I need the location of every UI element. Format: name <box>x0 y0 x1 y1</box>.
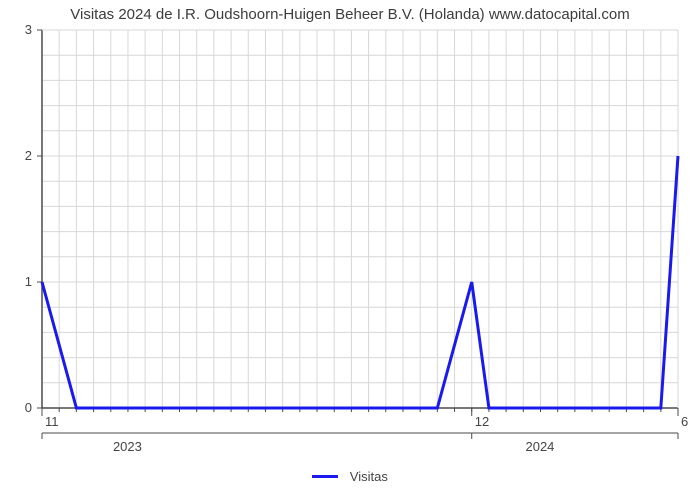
chart-container: Visitas 2024 de I.R. Oudshoorn-Huigen Be… <box>0 0 700 500</box>
x-secondary-tick-label: 2024 <box>525 439 554 454</box>
y-tick-label: 3 <box>0 22 32 37</box>
x-secondary-tick-label: 2023 <box>113 439 142 454</box>
y-tick-label: 0 <box>0 400 32 415</box>
legend-swatch <box>312 475 338 478</box>
chart-svg <box>0 0 700 500</box>
legend-label: Visitas <box>350 469 388 484</box>
y-tick-label: 2 <box>0 148 32 163</box>
y-tick-label: 1 <box>0 274 32 289</box>
legend: Visitas <box>0 468 700 484</box>
x-primary-tick-label: 6 <box>681 414 688 429</box>
x-primary-tick-label: 11 <box>45 414 59 429</box>
x-primary-tick-label: 12 <box>475 414 489 429</box>
